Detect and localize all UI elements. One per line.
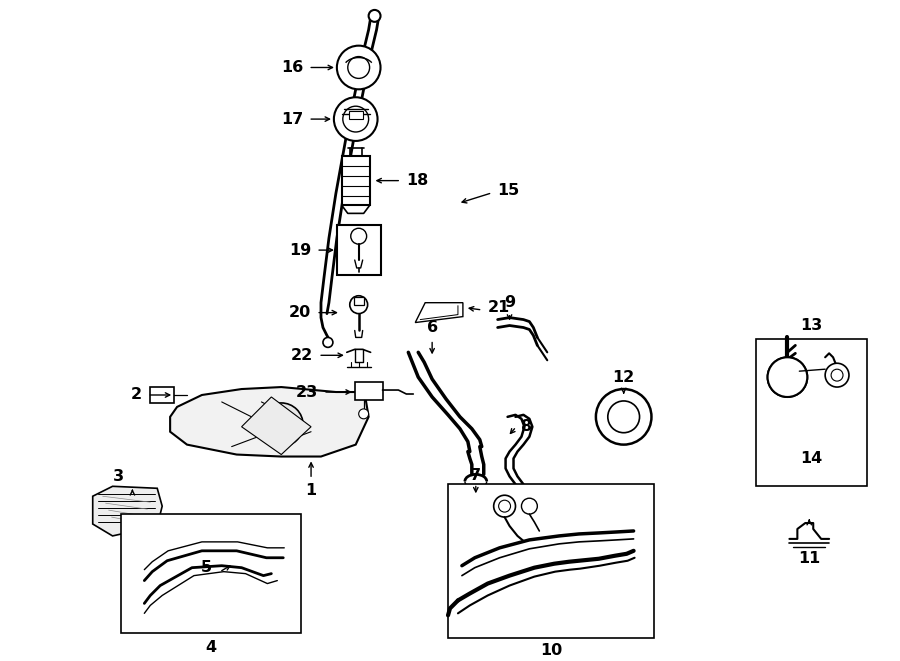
Circle shape (269, 413, 293, 437)
Text: 7: 7 (470, 469, 482, 483)
Circle shape (350, 295, 367, 313)
Circle shape (831, 369, 843, 381)
Text: 19: 19 (289, 243, 311, 258)
Polygon shape (93, 486, 162, 536)
Circle shape (768, 358, 807, 397)
Circle shape (768, 358, 807, 397)
Bar (756, 339, 867, 486)
Text: 5: 5 (201, 560, 212, 575)
Circle shape (778, 368, 797, 387)
Bar (150, 387, 174, 403)
Circle shape (259, 403, 303, 447)
Circle shape (521, 498, 537, 514)
Circle shape (359, 409, 369, 419)
Bar (354, 297, 364, 305)
Bar (349, 111, 363, 119)
Circle shape (337, 46, 381, 89)
Circle shape (323, 337, 333, 348)
Bar (337, 225, 381, 275)
Text: 4: 4 (205, 640, 216, 655)
Circle shape (608, 401, 640, 433)
Circle shape (347, 57, 370, 79)
Text: 15: 15 (498, 183, 520, 198)
Text: 16: 16 (281, 60, 303, 75)
Polygon shape (241, 397, 311, 455)
Circle shape (825, 364, 849, 387)
Text: 1: 1 (305, 483, 317, 498)
Text: 13: 13 (800, 319, 823, 333)
Text: 10: 10 (540, 643, 562, 658)
Circle shape (334, 97, 378, 141)
Circle shape (494, 495, 516, 517)
Text: 9: 9 (504, 295, 515, 309)
Text: 11: 11 (798, 551, 821, 566)
Circle shape (596, 389, 652, 445)
Polygon shape (170, 387, 369, 457)
Circle shape (369, 10, 381, 22)
Text: 14: 14 (800, 451, 823, 466)
Text: 18: 18 (406, 173, 428, 188)
Text: 21: 21 (488, 300, 510, 315)
Text: 23: 23 (296, 385, 318, 399)
Text: 8: 8 (521, 419, 533, 434)
Circle shape (499, 500, 510, 512)
Text: 22: 22 (291, 348, 313, 363)
Text: 3: 3 (113, 469, 124, 485)
Bar (342, 156, 370, 206)
Circle shape (351, 228, 366, 244)
Bar (448, 485, 654, 638)
Text: 12: 12 (613, 370, 634, 385)
Bar (121, 514, 302, 633)
Bar (355, 382, 382, 400)
Text: 17: 17 (281, 112, 303, 127)
Circle shape (343, 106, 369, 132)
Text: 20: 20 (289, 305, 311, 320)
Text: 2: 2 (131, 387, 142, 403)
Polygon shape (415, 303, 463, 323)
Text: 6: 6 (427, 321, 437, 335)
